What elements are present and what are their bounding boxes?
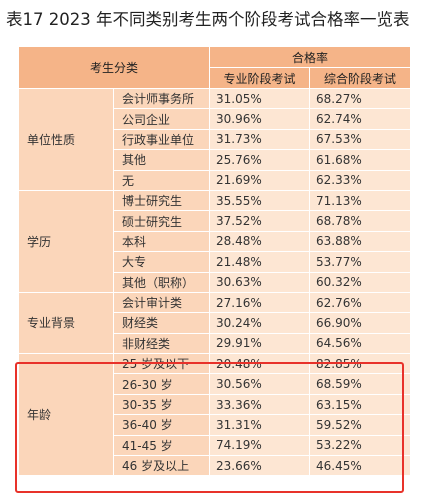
subcategory-cell: 非财经类 [112, 332, 211, 355]
professional-rate-cell: 25.76% [209, 149, 311, 171]
subcategory-cell: 30-35 岁 [112, 393, 211, 416]
table-row: 硕士研究生 37.52% 68.78% [19, 210, 412, 232]
category-cell: 年龄 [18, 353, 114, 477]
comprehensive-rate-cell: 59.52% [309, 414, 412, 436]
professional-rate-cell: 28.48% [209, 230, 311, 253]
subcategory-cell: 会计审计类 [112, 291, 211, 314]
comprehensive-rate-cell: 62.76% [309, 291, 412, 314]
subcategory-cell: 其他（职称） [112, 271, 211, 293]
professional-rate-cell: 31.31% [209, 414, 311, 436]
comprehensive-rate-cell: 66.90% [309, 312, 412, 334]
comprehensive-rate-cell: 63.88% [309, 230, 412, 253]
professional-rate-cell: 35.55% [209, 189, 311, 212]
comprehensive-rate-cell: 60.32% [309, 271, 412, 293]
professional-rate-cell: 21.48% [209, 251, 311, 273]
subcategory-cell: 大专 [112, 251, 211, 273]
comprehensive-rate-cell: 67.53% [309, 128, 412, 151]
table-row: 专业背景 会计审计类 27.16% 62.76% [18, 291, 412, 355]
header-pass-rate: 合格率 [209, 46, 412, 68]
subcategory-cell: 行政事业单位 [112, 128, 211, 151]
subcategory-cell: 26-30 岁 [112, 373, 211, 395]
professional-rate-cell: 33.36% [209, 393, 311, 416]
table-row: 公司企业 30.96% 62.74% [19, 108, 412, 130]
table-row: 单位性质 会计师事务所 31.05% 68.27% [18, 87, 412, 191]
comprehensive-rate-cell: 53.77% [309, 251, 412, 273]
table-row: 其他（职称） 30.63% 60.32% [19, 271, 412, 293]
comprehensive-rate-cell: 68.59% [309, 373, 412, 395]
table-row: 46 岁及以上 23.66% 46.45% [19, 455, 412, 477]
professional-rate-cell: 20.48% [209, 353, 311, 375]
category-cell: 专业背景 [18, 291, 114, 355]
comprehensive-rate-cell: 46.45% [309, 455, 412, 477]
professional-rate-cell: 29.91% [209, 332, 311, 355]
table-row: 非财经类 29.91% 64.56% [19, 332, 412, 355]
subcategory-cell: 公司企业 [112, 108, 211, 130]
comprehensive-rate-cell: 53.22% [309, 434, 412, 457]
subcategory-cell: 会计师事务所 [112, 87, 211, 110]
professional-rate-cell: 31.05% [209, 87, 311, 110]
table-row: 学历 博士研究生 35.55% 71.13% [18, 189, 412, 293]
category-cell: 单位性质 [18, 88, 114, 191]
professional-rate-cell: 31.73% [209, 128, 311, 151]
table-row: 本科 28.48% 63.88% [19, 230, 412, 253]
subcategory-cell: 其他 [112, 149, 211, 171]
subcategory-cell: 本科 [112, 230, 211, 253]
comprehensive-rate-cell: 62.74% [309, 108, 412, 130]
comprehensive-rate-cell: 63.15% [309, 393, 412, 416]
comprehensive-rate-cell: 68.78% [309, 210, 412, 232]
professional-rate-cell: 30.56% [209, 373, 311, 395]
subcategory-cell: 41-45 岁 [112, 434, 211, 457]
comprehensive-rate-cell: 64.56% [309, 332, 412, 355]
comprehensive-rate-cell: 82.85% [309, 353, 412, 375]
table-row: 无 21.69% 62.33% [19, 169, 412, 191]
header-comprehensive: 综合阶段考试 [309, 67, 412, 89]
comprehensive-rate-cell: 62.33% [309, 169, 412, 191]
professional-rate-cell: 30.96% [209, 108, 311, 130]
header-category: 考生分类 [17, 46, 211, 89]
table-row: 大专 21.48% 53.77% [19, 251, 412, 273]
subcategory-cell: 无 [112, 169, 211, 191]
table-row: 年龄 25 岁及以下 20.48% 82.85% [18, 353, 412, 477]
subcategory-cell: 财经类 [112, 312, 211, 334]
professional-rate-cell: 23.66% [209, 455, 311, 477]
pass-rate-table: 考生分类 合格率 专业阶段考试 综合阶段考试 单位性质 会计师事务所 31.05% 6… [17, 46, 412, 477]
professional-rate-cell: 37.52% [209, 210, 311, 232]
professional-rate-cell: 30.24% [209, 312, 311, 334]
comprehensive-rate-cell: 61.68% [309, 149, 412, 171]
professional-rate-cell: 27.16% [209, 291, 311, 314]
comprehensive-rate-cell: 71.13% [309, 189, 412, 212]
table-row: 财经类 30.24% 66.90% [19, 312, 412, 334]
comprehensive-rate-cell: 68.27% [309, 87, 412, 110]
subcategory-cell: 博士研究生 [112, 189, 211, 212]
table-row: 30-35 岁 33.36% 63.15% [19, 393, 412, 416]
subcategory-cell: 46 岁及以上 [112, 455, 211, 477]
header-professional: 专业阶段考试 [209, 67, 311, 89]
subcategory-cell: 硕士研究生 [112, 210, 211, 232]
professional-rate-cell: 21.69% [209, 169, 311, 191]
subcategory-cell: 36-40 岁 [112, 414, 211, 436]
subcategory-cell: 25 岁及以下 [112, 353, 211, 375]
table-row: 36-40 岁 31.31% 59.52% [19, 414, 412, 436]
table-title: 表17 2023 年不同类别考生两个阶段考试合格率一览表 [6, 10, 410, 29]
professional-rate-cell: 74.19% [209, 434, 311, 457]
table-row: 26-30 岁 30.56% 68.59% [19, 373, 412, 395]
table-body: 单位性质 会计师事务所 31.05% 68.27% 公司企业 30.96% 62.74% 行政… [18, 87, 412, 477]
category-cell: 学历 [18, 189, 114, 293]
professional-rate-cell: 30.63% [209, 271, 311, 293]
table-row: 行政事业单位 31.73% 67.53% [19, 128, 412, 151]
table-row: 41-45 岁 74.19% 53.22% [19, 434, 412, 457]
